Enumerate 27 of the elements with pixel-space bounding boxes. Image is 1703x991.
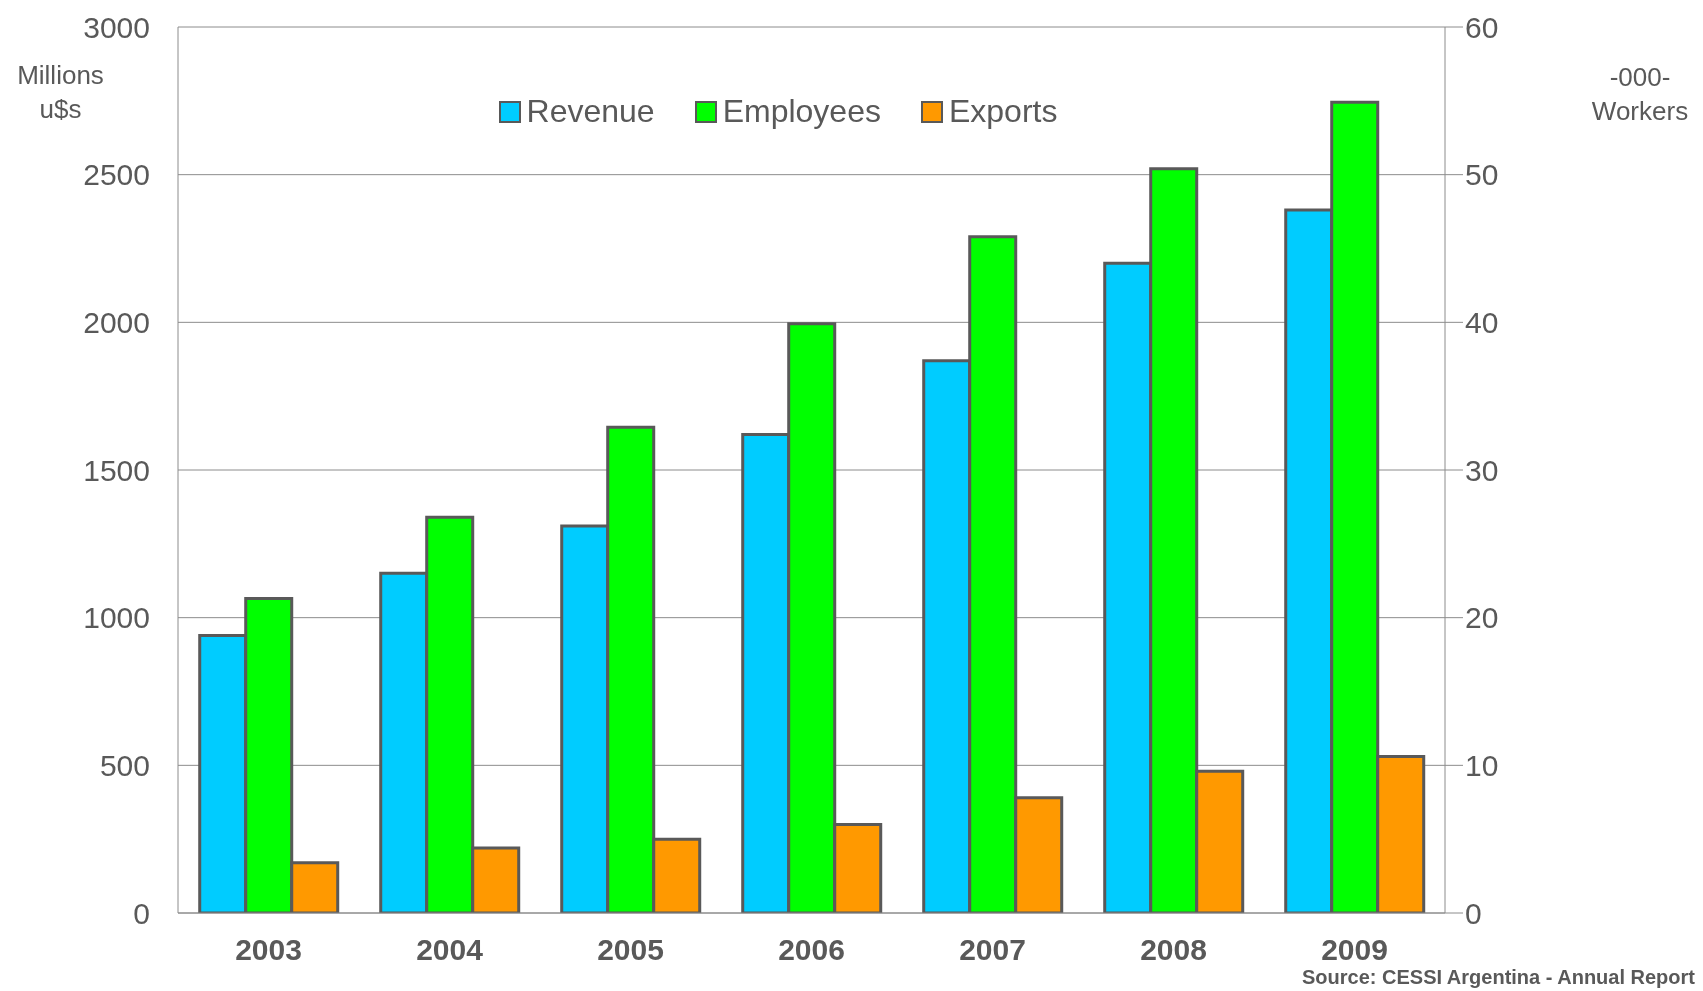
- y-tick-label: 2500: [83, 158, 150, 192]
- y-tick-label: 0: [133, 896, 150, 930]
- y2-tick-label: 10: [1465, 748, 1499, 782]
- y2-tick-label: 50: [1465, 158, 1499, 192]
- y2-tick-label: 40: [1465, 305, 1499, 339]
- y2-tick-label: 30: [1465, 453, 1499, 487]
- x-tick-label: 2005: [597, 933, 664, 967]
- y-tick-label: 3000: [83, 10, 150, 44]
- x-tick-label: 2008: [1140, 933, 1207, 967]
- y-tick-label: 2000: [83, 305, 150, 339]
- x-tick-label: 2006: [778, 933, 845, 967]
- y-axis-title: Millions u$s: [16, 59, 105, 126]
- x-tick-label: 2007: [959, 933, 1026, 967]
- y-tick-label: 1000: [83, 601, 150, 635]
- legend-label: Employees: [722, 93, 881, 130]
- y2-tick-label: 20: [1465, 601, 1499, 635]
- legend-label: Revenue: [526, 93, 655, 130]
- source-note: Source: CESSI Argentina - Annual Report: [1302, 966, 1695, 989]
- x-tick-label: 2003: [235, 933, 302, 967]
- y2-tick-label: 0: [1465, 896, 1482, 930]
- legend-label: Exports: [948, 93, 1058, 130]
- x-tick-label: 2009: [1321, 933, 1388, 967]
- y2-axis-title: -000- Workers: [1590, 61, 1690, 128]
- y-tick-label: 1500: [83, 453, 150, 487]
- y2-tick-label: 60: [1465, 10, 1499, 44]
- x-tick-label: 2004: [416, 933, 484, 967]
- y-tick-label: 500: [99, 748, 150, 782]
